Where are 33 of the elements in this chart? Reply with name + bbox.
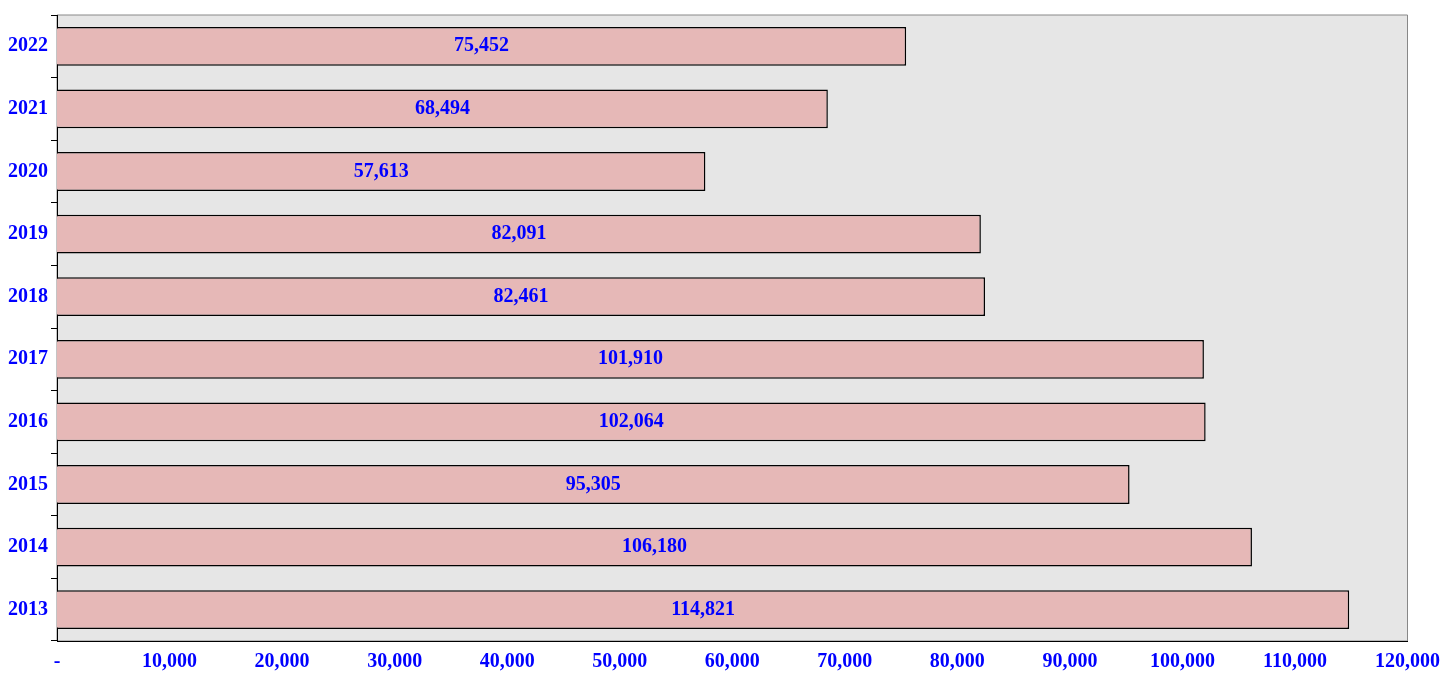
data-label: 106,180 xyxy=(621,534,687,557)
x-tick-label: 70,000 xyxy=(817,649,873,672)
data-label: 75,452 xyxy=(454,33,510,56)
data-label: 68,494 xyxy=(414,96,470,119)
y-tick-label: 2015 xyxy=(8,471,48,494)
x-tick-label: 30,000 xyxy=(367,649,423,672)
data-label: 57,613 xyxy=(353,158,409,181)
x-tick-label: 80,000 xyxy=(929,649,985,672)
x-tick-label: 60,000 xyxy=(704,649,760,672)
y-tick-label: 2021 xyxy=(8,96,48,119)
data-label: 95,305 xyxy=(565,471,621,494)
x-tick-label: - xyxy=(53,649,61,672)
y-tick-label: 2016 xyxy=(8,409,48,432)
x-tick-label: 50,000 xyxy=(592,649,648,672)
data-label: 101,910 xyxy=(597,346,663,369)
data-label: 82,461 xyxy=(493,283,549,306)
x-tick-label: 120,000 xyxy=(1375,649,1440,672)
x-tick-label: 10,000 xyxy=(142,649,198,672)
data-label: 82,091 xyxy=(491,221,547,244)
x-tick-label: 40,000 xyxy=(479,649,535,672)
y-tick-label: 2022 xyxy=(8,33,48,56)
y-tick-label: 2013 xyxy=(8,596,48,619)
data-label: 114,821 xyxy=(671,596,736,619)
data-label: 102,064 xyxy=(598,409,664,432)
y-tick-label: 2017 xyxy=(8,346,48,369)
y-tick-label: 2014 xyxy=(8,534,48,557)
x-tick-label: 20,000 xyxy=(254,649,310,672)
y-tick-label: 2018 xyxy=(8,283,48,306)
x-tick-label: 90,000 xyxy=(1042,649,1098,672)
x-tick-label: 110,000 xyxy=(1263,649,1327,672)
y-tick-label: 2020 xyxy=(8,158,48,181)
x-tick-label: 100,000 xyxy=(1149,649,1215,672)
y-tick-label: 2019 xyxy=(8,221,48,244)
